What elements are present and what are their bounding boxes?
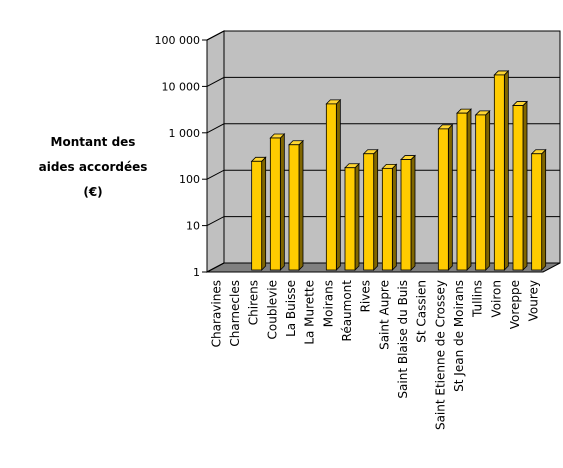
bar-side [335, 98, 341, 271]
bar [288, 144, 300, 271]
y-axis-title-line-1: Montant des [50, 135, 136, 149]
bar [325, 103, 337, 271]
bar-side [503, 69, 509, 271]
bar-side [522, 100, 528, 271]
x-tick-label: Rives [359, 280, 373, 312]
y-axis-title-line-3: (€) [83, 185, 103, 199]
x-tick-label: St Cassien [415, 280, 429, 343]
y-tick-label: 100 000 [155, 34, 201, 47]
y-axis-title-line-2: aides accordées [38, 160, 148, 174]
x-tick-label: Réaumont [340, 280, 354, 342]
bar-side [298, 139, 304, 271]
x-tick-label: Vourey [527, 280, 541, 321]
y-tick-label: 10 [186, 220, 200, 233]
x-tick-label: Moirans [321, 280, 335, 327]
gridline [206, 30, 560, 41]
x-tick-label: Voiron [489, 280, 503, 318]
bar-side [261, 156, 267, 271]
x-tick-label: La Buisse [284, 280, 298, 337]
bar-side [466, 108, 472, 271]
x-tick-label: St Jean de Moirans [452, 280, 466, 392]
bar [269, 137, 281, 271]
y-tick-label: 1 [193, 266, 200, 279]
bar [363, 153, 375, 271]
gridline [206, 76, 560, 87]
x-tick-label: Saint Blaise du Buis [396, 280, 410, 399]
plot-side-wall [206, 30, 225, 273]
bar [493, 74, 505, 271]
bar-side [391, 163, 397, 271]
bar-side [410, 154, 416, 271]
bar [531, 153, 543, 271]
x-tick-label: Saint Etienne de Crossey [433, 280, 447, 430]
bar [381, 167, 393, 271]
x-tick-label: Coublevie [265, 280, 279, 339]
y-tick-label: 10 000 [162, 80, 201, 93]
bar-side [541, 148, 547, 271]
x-tick-label: Saint Aupre [377, 280, 391, 350]
bar [456, 112, 468, 271]
bar-side [447, 123, 453, 271]
bar-side [279, 133, 285, 271]
x-tick-label: Voreppe [508, 280, 522, 329]
bar [344, 167, 356, 271]
x-tick-label: Tullins [471, 280, 485, 318]
bar [437, 128, 449, 271]
bar-side [373, 148, 379, 271]
bar [400, 159, 412, 271]
x-tick-label: Charnecles [228, 280, 242, 347]
x-tick-label: Chirens [247, 280, 261, 325]
x-tick-label: La Murette [303, 280, 317, 345]
x-tick-label: Charavines [209, 280, 223, 347]
y-axis-title: Montant des aides accordées (€) [20, 130, 166, 205]
bar-side [485, 109, 491, 271]
y-tick-label: 100 [179, 173, 200, 186]
gridline [206, 123, 560, 134]
bar [475, 114, 487, 271]
bar [251, 160, 263, 271]
y-tick-label: 1 000 [169, 127, 201, 140]
bar [512, 105, 524, 271]
bar-side [354, 162, 360, 271]
